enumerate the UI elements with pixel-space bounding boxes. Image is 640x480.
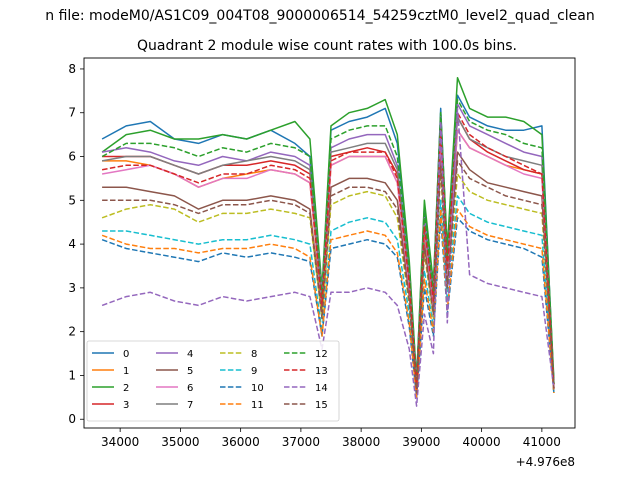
legend-label-12: 12	[315, 349, 328, 360]
legend-label-6: 6	[187, 383, 193, 394]
y-tick-label: 0	[68, 412, 76, 426]
y-tick-label: 5	[68, 193, 76, 207]
series-line-10	[101, 217, 555, 399]
legend-label-4: 4	[187, 349, 193, 360]
y-tick-label: 7	[68, 106, 76, 120]
y-tick-label: 2	[68, 325, 76, 339]
legend-label-14: 14	[315, 383, 328, 394]
legend-label-3: 3	[123, 400, 129, 411]
x-tick-label: 35000	[161, 435, 199, 449]
legend-label-13: 13	[315, 366, 328, 377]
plot-frame	[83, 57, 576, 429]
series-line-8	[101, 168, 555, 394]
series-line-12	[101, 98, 555, 385]
figure-suptitle: n file: modeM0/AS1C09_004T08_9000006514_…	[45, 8, 594, 24]
series-line-14	[101, 107, 555, 407]
x-tick-label: 37000	[282, 435, 320, 449]
x-tick-label: 36000	[222, 435, 260, 449]
series-line-6	[101, 129, 555, 390]
y-tick-label: 4	[68, 237, 76, 251]
legend-label-11: 11	[251, 400, 264, 411]
y-tick-label: 3	[68, 281, 76, 295]
series-line-4	[101, 103, 555, 385]
series-line-2	[101, 76, 555, 381]
series-line-11	[101, 208, 555, 399]
x-offset-text: +4.976e8	[516, 455, 575, 469]
legend-label-0: 0	[123, 349, 129, 360]
legend-label-8: 8	[251, 349, 257, 360]
y-tick-label: 1	[68, 368, 76, 382]
legend-label-2: 2	[123, 383, 129, 394]
legend-label-9: 9	[251, 366, 257, 377]
legend-label-1: 1	[123, 366, 129, 377]
legend-label-7: 7	[187, 400, 193, 411]
x-tick-label: 41000	[523, 435, 561, 449]
series-layer	[101, 76, 555, 407]
x-tick-label: 34000	[101, 435, 139, 449]
x-tick-label: 38000	[342, 435, 380, 449]
series-line-0	[101, 94, 555, 385]
series-line-9	[102, 195, 555, 394]
series-line-13	[101, 111, 555, 390]
series-line-15	[102, 160, 555, 394]
series-line-7	[101, 116, 555, 385]
y-tick-label: 6	[68, 150, 76, 164]
legend-label-15: 15	[315, 400, 328, 411]
legend-label-10: 10	[251, 383, 264, 394]
y-axis: 0 1 2 3 4 5 6 7 8	[68, 62, 84, 426]
legend-label-5: 5	[187, 366, 193, 377]
series-line-5	[102, 151, 555, 390]
x-axis: 34000 35000 36000 37000 38000 39000 40000 41000	[101, 428, 561, 449]
x-tick-label: 39000	[402, 435, 440, 449]
x-tick-label: 40000	[463, 435, 501, 449]
y-tick-label: 8	[68, 62, 76, 76]
chart-title: Quadrant 2 module wise count rates with …	[137, 38, 517, 54]
legend-box	[86, 340, 340, 422]
